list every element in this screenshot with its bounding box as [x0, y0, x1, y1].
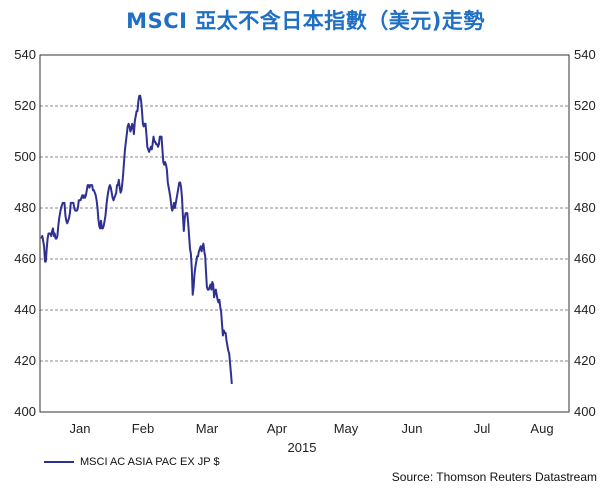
- y-tick-right-400: 400: [574, 404, 596, 419]
- y-tick-right-520: 520: [574, 98, 596, 113]
- y-tick-right-480: 480: [574, 200, 596, 215]
- y-tick-left-440: 440: [14, 302, 36, 317]
- x-tick-jul: Jul: [474, 421, 491, 436]
- y-tick-right-500: 500: [574, 149, 596, 164]
- chart-title: MSCI 亞太不含日本指數（美元)走勢: [126, 9, 485, 33]
- y-tick-left-420: 420: [14, 353, 36, 368]
- y-tick-right-420: 420: [574, 353, 596, 368]
- source-note: Source: Thomson Reuters Datastream: [391, 470, 597, 484]
- y-tick-left-400: 400: [14, 404, 36, 419]
- y-tick-right-540: 540: [574, 47, 596, 62]
- legend-swatch: [44, 461, 74, 463]
- x-tick-may: May: [334, 421, 359, 436]
- legend: MSCI AC ASIA PAC EX JP $: [44, 456, 220, 468]
- x-tick-apr: Apr: [267, 421, 288, 436]
- y-tick-left-540: 540: [14, 47, 36, 62]
- x-tick-jun: Jun: [402, 421, 423, 436]
- x-tick-jan: Jan: [70, 421, 91, 436]
- x-tick-mar: Mar: [196, 421, 219, 436]
- legend-label: MSCI AC ASIA PAC EX JP $: [80, 456, 220, 468]
- x-axis-year-label: 2015: [288, 440, 317, 455]
- plot-frame: [39, 54, 570, 413]
- ticks-layer: 400 400 420 420 440 440 460 460 480 480 500 500 520 5…: [14, 47, 595, 436]
- y-tick-left-460: 460: [14, 251, 36, 266]
- grid-layer: [40, 105, 569, 362]
- x-tick-feb: Feb: [132, 421, 154, 436]
- y-tick-right-460: 460: [574, 251, 596, 266]
- y-tick-right-440: 440: [574, 302, 596, 317]
- y-tick-left-500: 500: [14, 149, 36, 164]
- series-line-0: [40, 94, 233, 384]
- y-tick-left-480: 480: [14, 200, 36, 215]
- y-tick-left-520: 520: [14, 98, 36, 113]
- x-tick-aug: Aug: [530, 421, 553, 436]
- series-layer: [40, 94, 233, 384]
